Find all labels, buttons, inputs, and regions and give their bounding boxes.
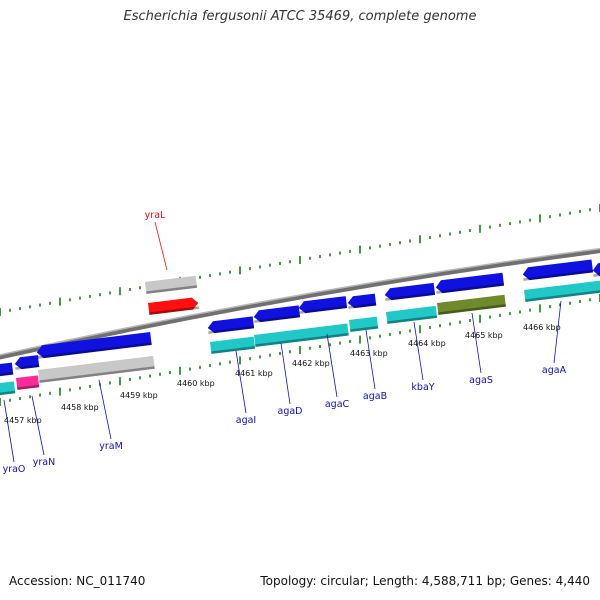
gene-leader-line <box>98 379 112 440</box>
gene-leader-line <box>553 300 562 364</box>
gene-label-yraL: yraL <box>145 210 166 221</box>
scale-label: 4460 kbp <box>177 379 215 388</box>
feature-cyan <box>349 316 379 332</box>
gene-label-agaA: agaA <box>542 365 567 376</box>
scale-label: 4462 kbp <box>292 359 330 368</box>
gene-leader-line <box>154 221 168 271</box>
feature-tracks <box>0 259 600 396</box>
gene-label-agaS: agaS <box>469 375 493 386</box>
gene-label-kbaY: kbaY <box>411 382 434 393</box>
gene-label-yraM: yraM <box>99 441 123 452</box>
feature-cds <box>0 362 14 377</box>
feature-cyan <box>524 280 600 302</box>
feature-cds <box>207 316 255 334</box>
feature-magenta <box>16 375 40 390</box>
feature-yraL <box>148 297 200 315</box>
gene-label-agaI: agaI <box>236 415 256 426</box>
scale-label: 4465 kbp <box>465 331 503 340</box>
feature-cds <box>522 259 594 281</box>
feature-cds <box>253 305 301 323</box>
gene-label-yraN: yraN <box>33 457 55 468</box>
feature-cds <box>347 293 377 309</box>
gene-leader-line <box>31 395 45 456</box>
labels: 4457 kbp 4458 kbp 4459 kbp 4460 kbp 4461 kbp… <box>3 210 567 475</box>
feature-cyan <box>254 323 349 347</box>
feature-cyan <box>386 305 438 324</box>
feature-cds <box>592 261 600 277</box>
scale-label: 4459 kbp <box>120 391 158 400</box>
gene-leader-line <box>280 342 291 405</box>
feature-olive <box>437 294 506 315</box>
scale-label: 4457 kbp <box>4 416 42 425</box>
feature-cds <box>298 296 348 314</box>
gene-leader-line <box>365 329 376 390</box>
gene-leader-line <box>235 350 247 414</box>
scale-label: 4458 kbp <box>61 403 99 412</box>
feature-cds <box>384 282 436 301</box>
gene-leader-line <box>3 399 15 463</box>
feature-cyan <box>0 381 16 396</box>
gene-leader-line <box>471 312 482 374</box>
backbone-highlight <box>0 247 600 356</box>
accession-text: Accession: NC_011740 <box>9 574 146 588</box>
backbone-line <box>0 248 600 360</box>
scale-label: 4463 kbp <box>350 349 388 358</box>
gene-leader-line <box>326 333 338 398</box>
feature-cyan <box>210 336 256 354</box>
scale-label: 4461 kbp <box>235 369 273 378</box>
scale-label: 4466 kbp <box>523 323 561 332</box>
gene-label-agaB: agaB <box>363 391 387 402</box>
gene-label-agaC: agaC <box>325 399 350 410</box>
feature-pseudo-top <box>145 275 198 294</box>
feature-cds <box>36 331 152 359</box>
gene-label-agaD: agaD <box>278 406 303 417</box>
feature-pseudo <box>38 355 155 383</box>
gene-leader-line <box>413 321 424 381</box>
genome-summary: Topology: circular; Length: 4,588,711 bp… <box>260 574 590 588</box>
feature-cds <box>14 355 40 370</box>
genome-backbone <box>0 247 600 360</box>
scale-label: 4464 kbp <box>408 339 446 348</box>
feature-cds <box>435 272 505 294</box>
map-title: Escherichia fergusonii ATCC 35469, compl… <box>123 9 477 24</box>
gene-label-yraO: yraO <box>3 464 26 475</box>
tick-marks <box>0 204 600 406</box>
